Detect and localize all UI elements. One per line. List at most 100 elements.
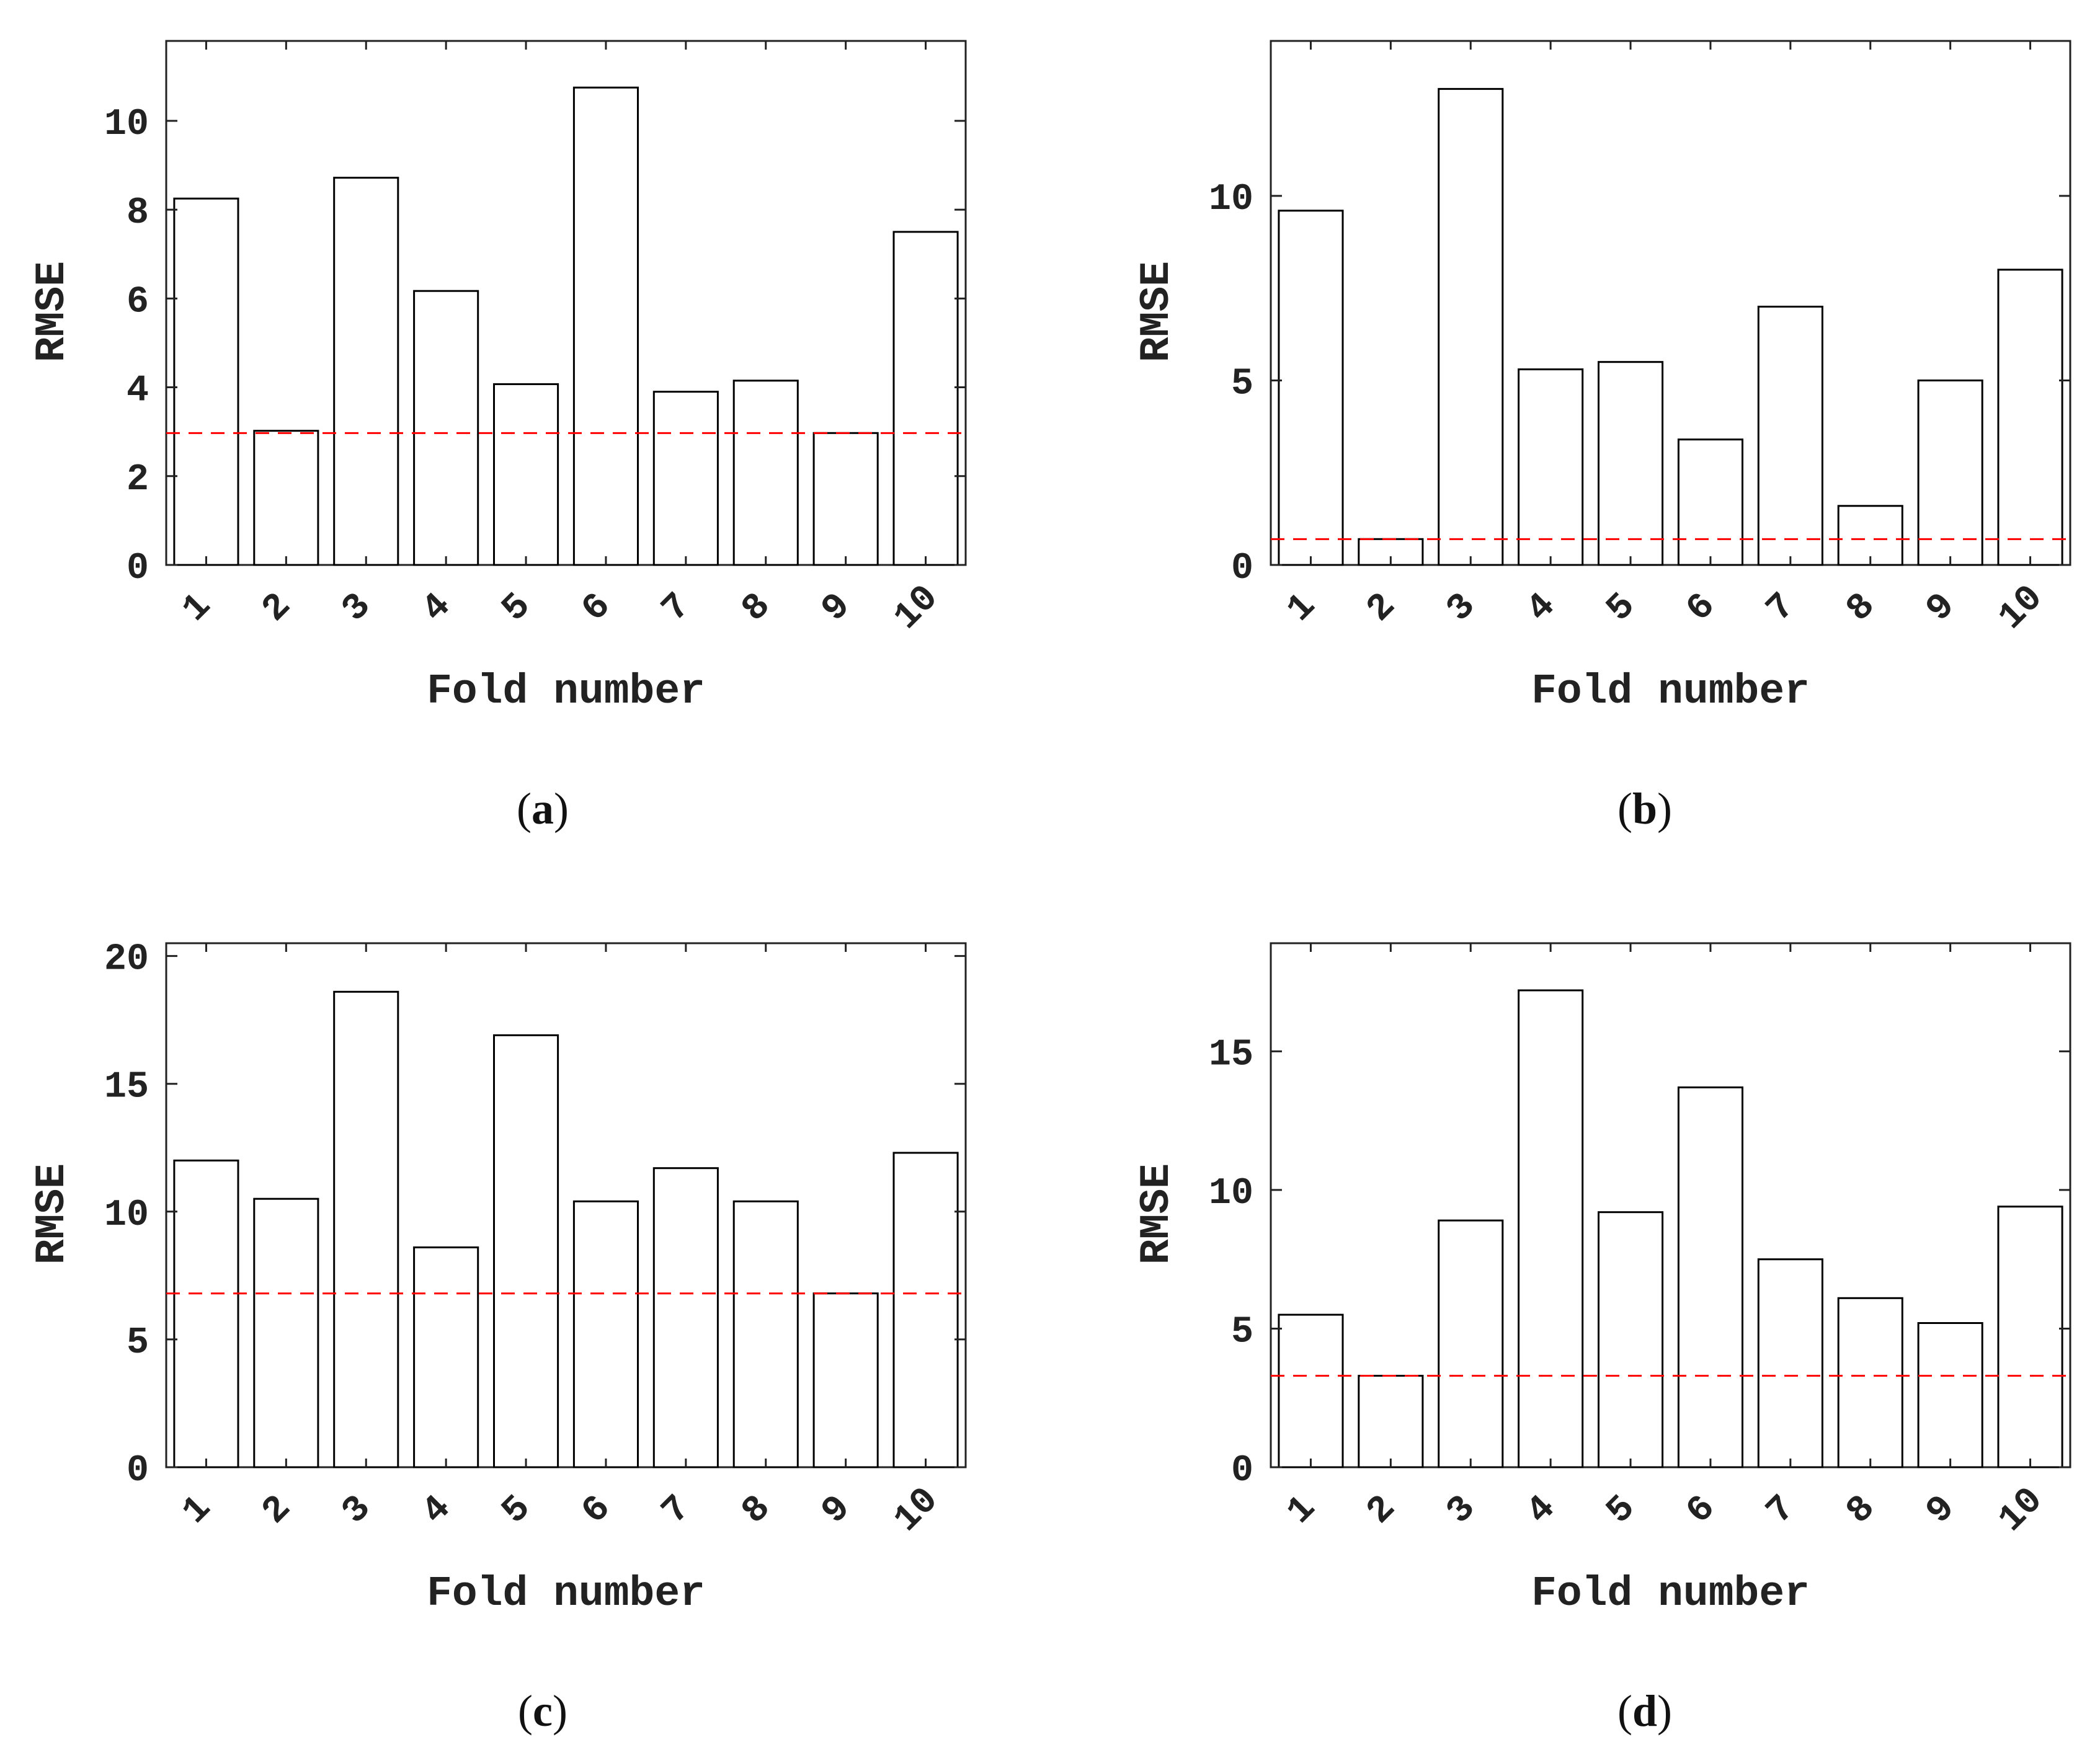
x-tick-label: 5 xyxy=(494,1488,540,1534)
bar-fold-5 xyxy=(1598,1211,1664,1468)
x-tick-label: 4 xyxy=(414,585,460,631)
bar-fold-10 xyxy=(892,231,959,566)
bar-fold-9 xyxy=(812,432,879,566)
y-tick-label: 10 xyxy=(1209,179,1253,221)
bar-fold-4 xyxy=(413,1246,479,1468)
caption-close: ) xyxy=(553,1686,567,1736)
bar-fold-8 xyxy=(732,380,799,566)
x-tick-label: 9 xyxy=(814,585,860,631)
x-tick-label: 7 xyxy=(654,1488,700,1534)
y-tick-label: 10 xyxy=(1209,1173,1253,1215)
bar-fold-8 xyxy=(732,1200,799,1468)
x-axis-title: Fold number xyxy=(427,1570,705,1618)
axes-frame xyxy=(1270,40,2071,566)
caption-open: ( xyxy=(1617,1686,1632,1736)
y-tick-label: 0 xyxy=(1231,1450,1253,1492)
bar-fold-2 xyxy=(253,1197,319,1468)
caption-close: ) xyxy=(1657,784,1672,833)
x-tick-label: 6 xyxy=(1679,585,1725,631)
x-tick-label: 9 xyxy=(1918,1488,1964,1534)
caption-letter: b xyxy=(1632,784,1657,833)
y-tick-label: 20 xyxy=(104,939,149,981)
x-tick-label: 2 xyxy=(254,1488,300,1534)
bar-fold-10 xyxy=(892,1152,959,1468)
x-tick-label: 7 xyxy=(1758,585,1804,631)
bar-fold-6 xyxy=(1677,438,1743,566)
bar-fold-1 xyxy=(173,1159,239,1468)
y-tick-label: 4 xyxy=(127,370,149,412)
y-axis-title: RMSE xyxy=(1133,1163,1181,1264)
bar-fold-9 xyxy=(1917,1322,1983,1468)
bar-fold-4 xyxy=(1518,989,1584,1468)
caption-close: ) xyxy=(554,784,569,833)
x-axis-title: Fold number xyxy=(1531,1570,1810,1618)
bar-fold-4 xyxy=(413,290,479,566)
caption-open: ( xyxy=(1617,784,1632,833)
x-axis-title: Fold number xyxy=(427,668,705,716)
y-tick-label: 10 xyxy=(104,1194,149,1237)
bar-fold-5 xyxy=(493,1034,559,1468)
x-tick-label: 5 xyxy=(1599,1488,1645,1534)
bar-fold-1 xyxy=(173,197,239,566)
x-axis-title: Fold number xyxy=(1531,668,1810,716)
x-tick-label: 5 xyxy=(494,585,540,631)
x-tick-label: 7 xyxy=(1758,1488,1804,1534)
bar-fold-2 xyxy=(253,430,319,566)
caption-open: ( xyxy=(517,784,532,833)
bar-fold-1 xyxy=(1278,210,1344,566)
x-tick-label: 2 xyxy=(1359,1488,1405,1534)
y-axis-title: RMSE xyxy=(29,1163,76,1264)
bar-fold-1 xyxy=(1278,1313,1344,1468)
bar-fold-5 xyxy=(493,383,559,566)
x-tick-label: 10 xyxy=(886,1480,947,1541)
x-tick-label: 4 xyxy=(414,1488,460,1534)
panel-caption: (b) xyxy=(1617,784,1672,833)
y-axis-title: RMSE xyxy=(29,261,76,362)
y-tick-label: 15 xyxy=(104,1067,149,1109)
bar-fold-7 xyxy=(1757,1258,1823,1468)
panel-caption: (c) xyxy=(518,1686,567,1736)
caption-open: ( xyxy=(518,1686,533,1736)
bar-fold-3 xyxy=(333,177,399,566)
bar-fold-10 xyxy=(1997,1206,2063,1468)
x-tick-label: 8 xyxy=(734,585,780,631)
bar-fold-9 xyxy=(812,1292,879,1468)
bar-fold-6 xyxy=(572,86,639,566)
bar-fold-10 xyxy=(1997,269,2063,566)
x-tick-label: 10 xyxy=(1990,1480,2052,1541)
caption-letter: d xyxy=(1632,1686,1657,1736)
bar-fold-7 xyxy=(652,1167,719,1468)
y-tick-label: 0 xyxy=(127,1450,149,1492)
y-axis-title: RMSE xyxy=(1133,261,1181,362)
x-tick-label: 2 xyxy=(1359,585,1405,631)
y-tick-label: 5 xyxy=(127,1322,149,1364)
x-tick-label: 10 xyxy=(1990,577,2052,639)
x-tick-label: 8 xyxy=(734,1488,780,1534)
bar-fold-4 xyxy=(1518,368,1584,566)
x-tick-label: 3 xyxy=(334,585,380,631)
x-tick-label: 10 xyxy=(886,577,947,639)
x-tick-label: 3 xyxy=(1439,585,1485,631)
bar-fold-9 xyxy=(1917,380,1983,566)
y-tick-label: 6 xyxy=(127,281,149,323)
caption-letter: c xyxy=(533,1686,553,1736)
axes-frame xyxy=(1270,942,2071,1468)
x-tick-label: 6 xyxy=(574,585,620,631)
bar-fold-3 xyxy=(1438,1219,1504,1468)
x-tick-label: 9 xyxy=(1918,585,1964,631)
x-tick-label: 1 xyxy=(174,1488,220,1534)
y-tick-label: 0 xyxy=(127,548,149,590)
x-tick-label: 8 xyxy=(1838,585,1884,631)
axes-frame xyxy=(165,40,967,566)
caption-close: ) xyxy=(1657,1686,1672,1736)
x-tick-label: 1 xyxy=(1279,1488,1325,1534)
bar-fold-7 xyxy=(1757,306,1823,566)
x-tick-label: 4 xyxy=(1519,585,1565,631)
y-tick-label: 15 xyxy=(1209,1034,1253,1076)
x-tick-label: 3 xyxy=(334,1488,380,1534)
caption-letter: a xyxy=(532,784,554,833)
y-tick-label: 2 xyxy=(127,459,149,501)
